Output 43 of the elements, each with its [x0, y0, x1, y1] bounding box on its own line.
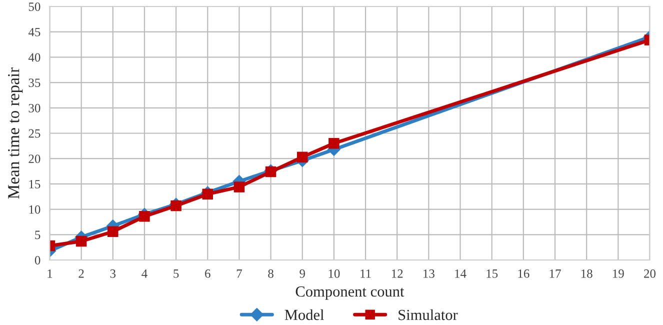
legend-label: Model [284, 309, 324, 320]
x-tick-label: 9 [300, 269, 305, 278]
x-tick-label: 11 [360, 269, 371, 278]
point [202, 188, 214, 200]
y-tick-label: 30 [28, 104, 40, 112]
x-tick-label: 12 [392, 269, 403, 278]
point [296, 152, 308, 162]
x-axis-title: Component count [296, 286, 404, 300]
x-tick-label: 13 [424, 269, 434, 278]
y-tick-label: 10 [29, 205, 40, 214]
y-tick-label: 45 [28, 28, 40, 36]
x-tick-label: 17 [550, 269, 561, 278]
point [328, 138, 340, 149]
y-tick-label: 5 [35, 230, 40, 240]
point [170, 200, 182, 212]
point [139, 211, 150, 222]
x-tick-label: 6 [205, 269, 210, 278]
point [76, 236, 87, 247]
y-tick-label: 20 [28, 154, 40, 164]
x-tick-label: 3 [110, 269, 116, 278]
x-tick-label: 16 [518, 269, 530, 278]
x-tick-label: 18 [581, 269, 592, 278]
x-tick-label: 5 [174, 270, 179, 278]
legend-label: Simulator [398, 309, 458, 320]
x-tick-label: 10 [328, 269, 340, 278]
x-tick-label: 19 [613, 269, 624, 278]
y-tick-label: 15 [29, 180, 40, 188]
x-tick-label: 1 [48, 269, 52, 278]
x-tick-label: 15 [486, 269, 498, 278]
x-tick-label: 14 [455, 269, 466, 278]
x-tick-label: 4 [142, 269, 148, 278]
y-axis-title: Mean time to repair [8, 67, 23, 199]
y-tick-label: 0 [34, 256, 40, 264]
y-tick-label: 25 [28, 129, 40, 138]
y-tick-label: 50 [28, 2, 40, 11]
point [108, 226, 118, 237]
x-tick-label: 2 [78, 269, 84, 278]
x-tick-label: 7 [236, 270, 242, 278]
y-tick-label: 40 [28, 53, 40, 62]
x-tick-label: 8 [268, 269, 274, 278]
y-tick-label: 35 [28, 78, 40, 88]
x-tick-label: 20 [644, 269, 656, 278]
point [234, 182, 245, 192]
